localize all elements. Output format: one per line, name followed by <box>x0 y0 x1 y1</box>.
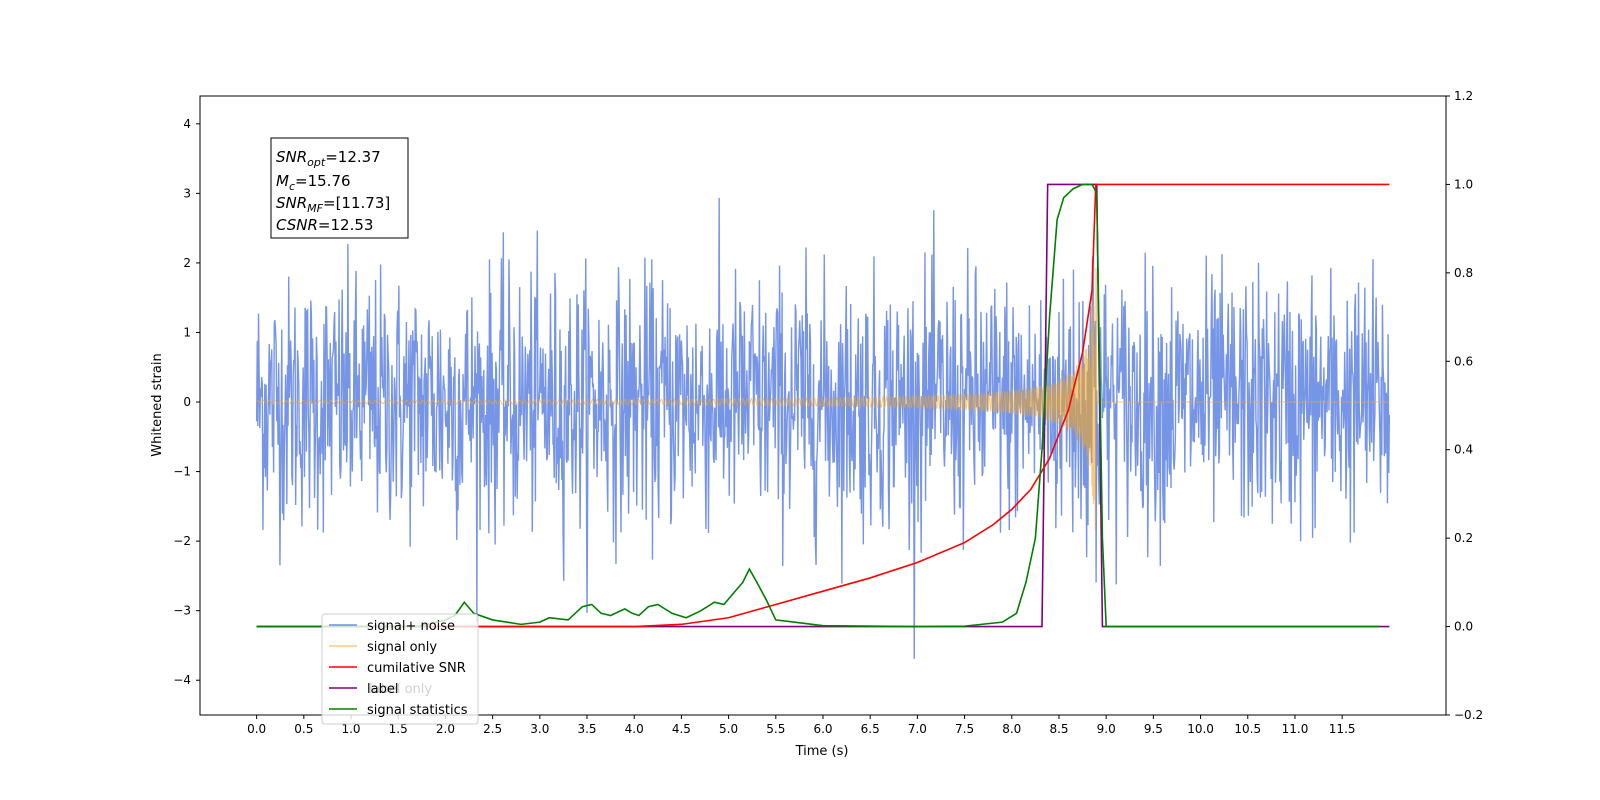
y2-tick-label: 0.6 <box>1454 354 1473 368</box>
y-tick-label: −2 <box>173 534 191 548</box>
x-tick-label: 5.0 <box>719 722 738 736</box>
x-tick-label: 7.0 <box>908 722 927 736</box>
y2-tick-label: 0.8 <box>1454 266 1473 280</box>
snr-opt-line: SNRopt=12.37 <box>276 148 381 169</box>
y-tick-label: −1 <box>173 465 191 479</box>
y-tick-label: 1 <box>183 325 191 339</box>
series-signal-noise <box>255 197 1391 659</box>
x-tick-label: 2.0 <box>436 722 455 736</box>
x-tick-label: 11.0 <box>1282 722 1309 736</box>
chirp-mass-symbol: M <box>276 172 289 190</box>
secondary-y-axis-ticks: 1.2 1.0 0.8 0.6 0.4 0.2 0.0 −0.2 <box>1446 89 1483 722</box>
x-tick-label: 8.0 <box>1002 722 1021 736</box>
legend-label-cumulative-snr: cumilative SNR <box>367 661 466 676</box>
y2-tick-label: −0.2 <box>1454 708 1483 722</box>
chirp-mass-value: =15.76 <box>295 172 351 190</box>
x-tick-label: 10.0 <box>1187 722 1214 736</box>
x-axis-ticks: 0.0 0.5 1.0 1.5 2.0 2.5 3.0 3.5 4.0 4.5 5.0 5.5 6.0 6… <box>247 715 1356 736</box>
y-tick-label: −4 <box>173 673 191 687</box>
x-tick-label: 1.5 <box>389 722 408 736</box>
y2-tick-label: 0.2 <box>1454 531 1473 545</box>
x-tick-label: 3.5 <box>577 722 596 736</box>
x-tick-label: 2.5 <box>483 722 502 736</box>
x-tick-label: 10.5 <box>1234 722 1261 736</box>
y-axis-label: Whitened strain <box>150 353 165 456</box>
x-tick-label: 1.0 <box>341 722 360 736</box>
x-tick-label: 8.5 <box>1049 722 1068 736</box>
x-tick-label: 4.5 <box>672 722 691 736</box>
x-tick-label: 6.5 <box>861 722 880 736</box>
y2-tick-label: 1.0 <box>1454 177 1473 191</box>
x-tick-label: 4.0 <box>625 722 644 736</box>
series-signal-only <box>256 268 1390 531</box>
y-axis-ticks: 4 3 2 1 0 −1 −2 −3 −4 <box>173 117 200 687</box>
snr-mf-value: =[11.73] <box>323 194 390 212</box>
legend-hidden-text: label only <box>369 682 432 697</box>
csnr-value: =12.53 <box>318 216 374 234</box>
y-tick-label: 4 <box>183 117 191 131</box>
series-signal-statistics <box>256 183 1380 628</box>
legend-label-signal-statistics: signal statistics <box>367 703 468 718</box>
legend: label only signal+ noise signal only cum… <box>321 613 479 725</box>
x-tick-label: 5.5 <box>766 722 785 736</box>
x-tick-label: 9.5 <box>1144 722 1163 736</box>
y-tick-label: 3 <box>183 186 191 200</box>
annotation-box <box>270 137 409 239</box>
x-tick-label: 0.5 <box>294 722 313 736</box>
x-tick-label: 9.0 <box>1097 722 1116 736</box>
chirp-mass-line: Mc=15.76 <box>276 172 351 193</box>
x-tick-label: 7.5 <box>955 722 974 736</box>
legend-label-signal-only: signal only <box>367 640 437 655</box>
x-tick-label: 6.0 <box>813 722 832 736</box>
y-tick-label: 0 <box>183 395 191 409</box>
x-tick-label: 0.0 <box>247 722 266 736</box>
y-tick-label: −3 <box>173 604 191 618</box>
snr-opt-subscript: opt <box>307 156 326 169</box>
y2-tick-label: 0.4 <box>1454 443 1473 457</box>
metrics-annotation: SNRopt=12.37 Mc=15.76 SNRMF=[11.73] CSNR… <box>270 137 409 239</box>
csnr-line: CSNR=12.53 <box>276 216 373 234</box>
snr-mf-symbol: SNR <box>276 194 307 212</box>
legend-label-label: label <box>367 682 398 697</box>
snr-opt-value: =12.37 <box>325 148 381 166</box>
chirp-mass-subscript: c <box>289 180 295 193</box>
csnr-symbol: CSNR <box>276 216 318 234</box>
legend-box <box>321 613 479 725</box>
x-tick-label: 11.5 <box>1329 722 1356 736</box>
snr-opt-symbol: SNR <box>276 148 307 166</box>
x-axis-label: Time (s) <box>795 744 849 759</box>
y-tick-label: 2 <box>183 256 191 270</box>
snr-mf-line: SNRMF=[11.73] <box>276 194 390 215</box>
series-cumulative-snr <box>256 183 1390 628</box>
x-tick-label: 3.0 <box>530 722 549 736</box>
legend-label-signal-noise: signal+ noise <box>367 619 455 634</box>
snr-mf-subscript: MF <box>307 202 323 215</box>
y2-tick-label: 0.0 <box>1454 620 1473 634</box>
y2-tick-label: 1.2 <box>1454 89 1473 103</box>
